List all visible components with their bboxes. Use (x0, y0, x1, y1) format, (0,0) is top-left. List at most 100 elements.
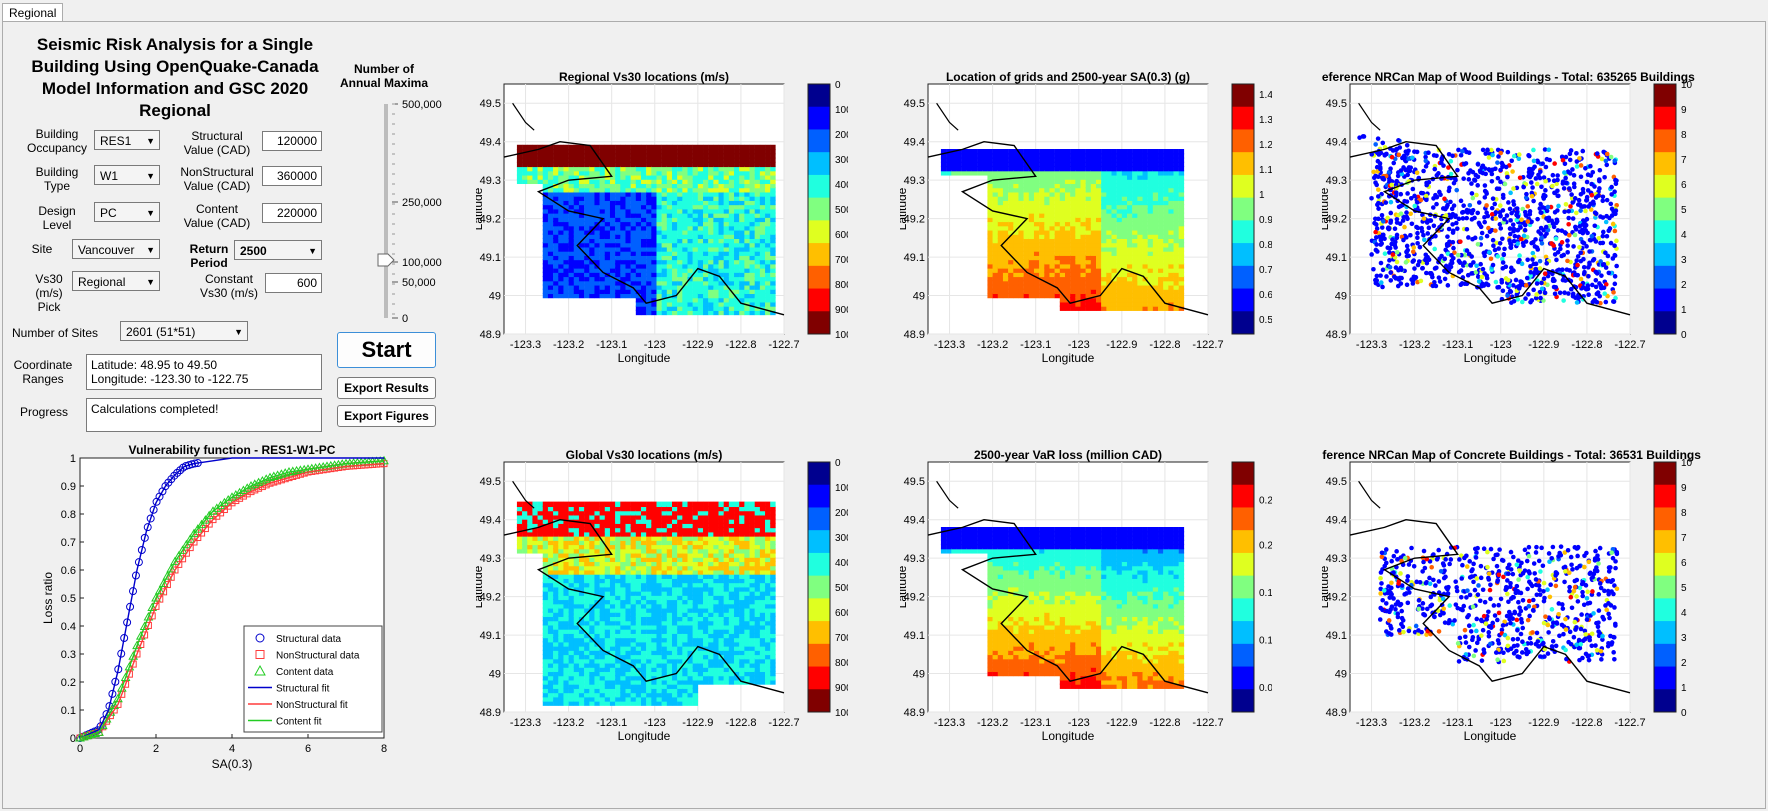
map-cell (1096, 199, 1102, 206)
map-cell (770, 149, 776, 155)
slider-handle[interactable] (377, 253, 395, 267)
map-cell (1152, 225, 1159, 231)
building-point (1574, 151, 1579, 156)
map-cell (682, 301, 688, 307)
map-cell (1142, 233, 1148, 240)
map-cell (630, 199, 637, 206)
building-point (1509, 265, 1514, 271)
map-cell (666, 153, 673, 159)
building-point (1543, 188, 1548, 193)
vs30pick-dropdown[interactable]: Regional ▼ (72, 271, 160, 291)
map-cell (584, 267, 590, 273)
map-cell (765, 165, 771, 172)
site-dropdown[interactable]: Vancouver ▼ (72, 239, 160, 259)
building-point (1399, 267, 1404, 273)
map-cell (749, 170, 755, 176)
map-cell (630, 170, 637, 176)
map-cell (770, 242, 776, 248)
map-cell (563, 263, 569, 269)
map-cell (744, 220, 750, 227)
map-cell (754, 199, 761, 206)
building-point (1546, 147, 1552, 153)
map-cell (1111, 170, 1117, 176)
map-cell (609, 229, 616, 235)
building-point (1613, 208, 1619, 214)
map-cell (584, 161, 590, 168)
map-cell (1075, 199, 1081, 206)
map-cell (692, 271, 699, 278)
map-cell (568, 288, 575, 295)
export-results-button[interactable]: Export Results (337, 377, 436, 399)
map-cell (1142, 174, 1148, 180)
building-point (1373, 229, 1378, 235)
slider-track[interactable] (384, 104, 388, 318)
map-cell (718, 233, 724, 240)
map-cell (992, 271, 999, 278)
building-point (1578, 163, 1584, 168)
occupancy-dropdown[interactable]: RES1 ▼ (94, 130, 160, 150)
building-point (1598, 259, 1603, 264)
building-point (1427, 270, 1433, 276)
type-dropdown[interactable]: W1 ▼ (94, 165, 160, 185)
map-cell (589, 212, 595, 218)
map-cell (697, 250, 704, 256)
structural-value-field[interactable]: 120000 (262, 131, 322, 151)
map-cell (651, 297, 657, 303)
map-cell (1168, 174, 1174, 180)
map-cell (1158, 216, 1164, 223)
map-cell (594, 259, 600, 265)
start-button[interactable]: Start (337, 332, 436, 368)
nonstructural-value-field[interactable]: 360000 (262, 166, 322, 186)
map-cell (656, 246, 662, 252)
map-cell (713, 288, 719, 295)
map-cell (1039, 174, 1045, 180)
map-cell (770, 254, 776, 261)
map-cell (1121, 301, 1128, 307)
map-cell (615, 246, 621, 252)
colorbar-segment (1232, 311, 1254, 335)
map-cell (609, 271, 616, 278)
map-cell (568, 229, 575, 235)
y-axis-label: Latitude (476, 187, 485, 230)
map-cell (1121, 229, 1128, 235)
map-cell (1090, 195, 1097, 201)
building-point (1386, 169, 1392, 175)
map-cell (992, 254, 999, 261)
constvs30-field[interactable]: 600 (265, 273, 322, 293)
building-point (1552, 190, 1557, 196)
map-cell (584, 280, 590, 286)
map-cell (656, 233, 662, 240)
map-cell (718, 195, 724, 201)
returnperiod-dropdown[interactable]: 2500 ▼ (234, 240, 322, 260)
map-cell (563, 153, 569, 159)
map-cell (646, 275, 652, 282)
map-cell (728, 263, 735, 269)
export-figures-button[interactable]: Export Figures (337, 405, 436, 427)
design-dropdown[interactable]: PC ▼ (94, 202, 160, 222)
map-cell (1163, 174, 1169, 180)
building-point (1423, 193, 1429, 199)
content-data-point (189, 528, 199, 538)
content-value-field[interactable]: 220000 (262, 203, 322, 223)
map-cell (1033, 267, 1040, 273)
map-cell (584, 182, 590, 189)
map-cell (1002, 187, 1009, 193)
map-cell (697, 237, 704, 244)
map-cell (997, 204, 1004, 210)
building-point (1511, 238, 1517, 244)
building-point (1604, 162, 1610, 168)
map-cell (682, 208, 688, 214)
map-cell (1142, 161, 1148, 168)
map-cell (615, 182, 621, 189)
building-point (1508, 190, 1513, 196)
map-cell (1096, 229, 1102, 235)
map-cell (744, 263, 750, 269)
map-cell (1096, 250, 1102, 256)
map-cell (697, 191, 704, 197)
map-cell (1127, 161, 1133, 168)
building-point (1600, 194, 1606, 200)
numsites-dropdown[interactable]: 2601 (51*51) ▼ (120, 321, 248, 341)
tab-regional[interactable]: Regional (2, 3, 64, 22)
map-cell (547, 174, 554, 180)
